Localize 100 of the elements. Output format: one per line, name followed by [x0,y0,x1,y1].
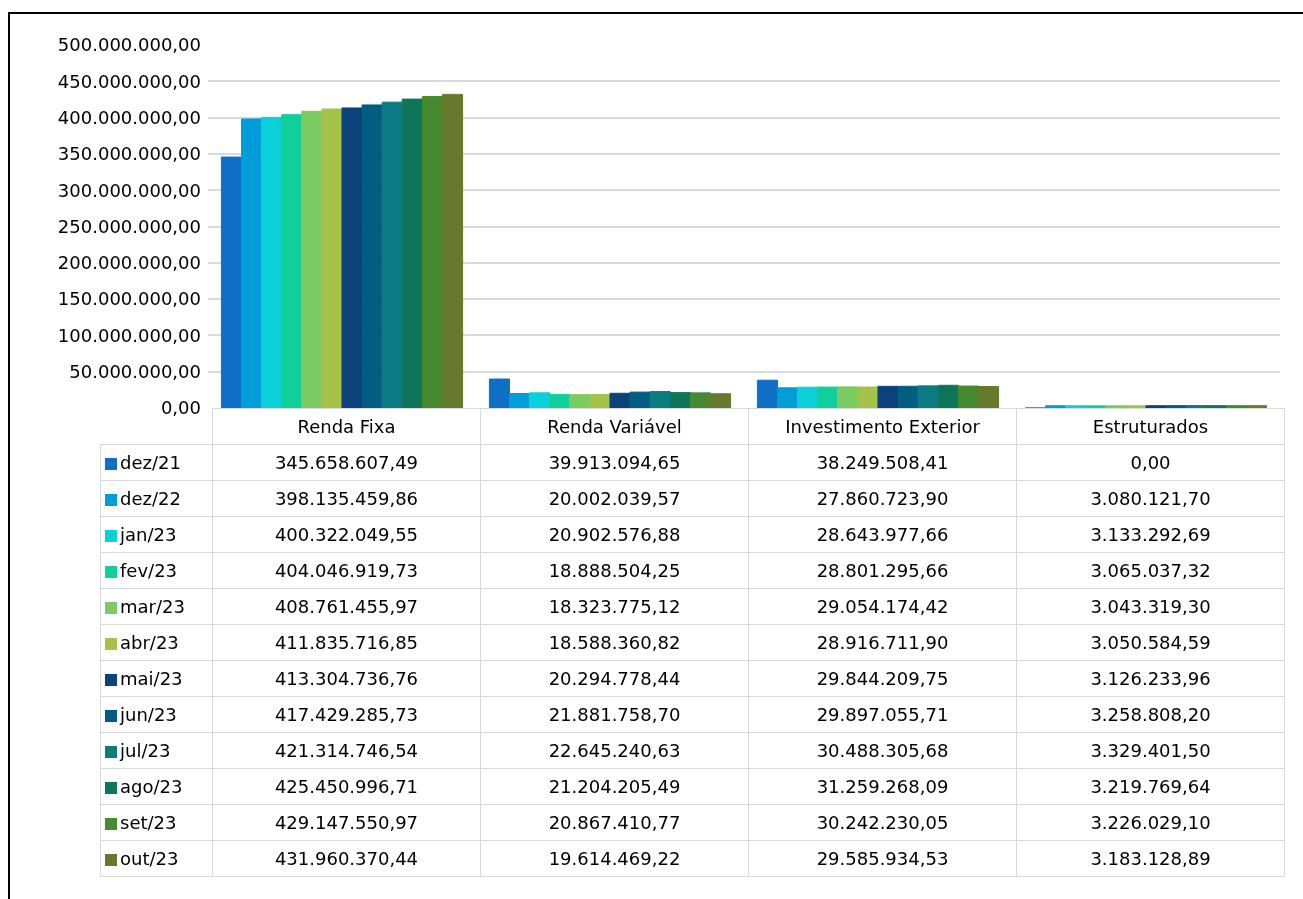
x-tick-label: Estruturados [1016,408,1285,445]
data-label: 3.080.121,70 [1016,480,1285,517]
data-label: 29.897.055,71 [748,696,1017,733]
bar [549,393,571,408]
legend-label: jul/23 [120,740,171,761]
data-label: 27.860.723,90 [748,480,1017,517]
bar [837,386,859,408]
bar [649,391,671,408]
data-label: 417.429.285,73 [212,696,481,733]
bar [509,392,531,408]
bar [442,93,464,408]
bar [1085,405,1107,408]
data-label: 3.219.769,64 [1016,768,1285,805]
legend-label: out/23 [120,848,179,869]
bar [609,392,631,408]
data-label: 429.147.550,97 [212,804,481,841]
y-tick-label: 0,00 [160,397,201,419]
bar [529,392,551,408]
data-label: 3.065.037,32 [1016,552,1285,589]
data-label: 21.881.758,70 [480,696,749,733]
data-label: 18.323.775,12 [480,588,749,625]
data-label: 3.043.319,30 [1016,588,1285,625]
bar [381,101,403,408]
bar [361,104,383,408]
data-label: 39.913.094,65 [480,444,749,481]
legend-label: set/23 [120,812,177,833]
bar [877,385,899,408]
data-label: 404.046.919,73 [212,552,481,589]
bar [1145,405,1167,408]
legend-label: abr/23 [120,632,179,653]
data-label: 3.329.401,50 [1016,732,1285,769]
data-label: 30.488.305,68 [748,732,1017,769]
data-label: 20.002.039,57 [480,480,749,517]
bar [1045,405,1067,408]
bar [281,114,303,408]
data-label: 3.126.233,96 [1016,660,1285,697]
data-label: 425.450.996,71 [212,768,481,805]
data-label: 421.314.746,54 [212,732,481,769]
data-label: 3.133.292,69 [1016,516,1285,553]
y-tick-label: 250.000.000,00 [57,215,201,237]
y-tick-label: 400.000.000,00 [57,106,201,128]
data-label: 3.258.808,20 [1016,696,1285,733]
legend-label: mar/23 [120,596,185,617]
legend-label: mai/23 [120,668,183,689]
x-tick-label: Renda Variável [480,408,749,445]
legend-label: jun/23 [120,704,177,725]
data-label: 21.204.205,49 [480,768,749,805]
data-label: 29.585.934,53 [748,840,1017,877]
data-label: 30.242.230,05 [748,804,1017,841]
data-label: 20.867.410,77 [480,804,749,841]
data-label: 28.801.295,66 [748,552,1017,589]
data-label: 29.844.209,75 [748,660,1017,697]
data-label: 3.050.584,59 [1016,624,1285,661]
data-label: 18.588.360,82 [480,624,749,661]
bar [1165,405,1187,408]
data-label: 20.294.778,44 [480,660,749,697]
x-tick-label: Renda Fixa [212,408,481,445]
bar [261,116,283,408]
bar [220,156,242,408]
data-label: 29.054.174,42 [748,588,1017,625]
data-label: 38.249.508,41 [748,444,1017,481]
bar [1125,405,1147,408]
legend-label: fev/23 [120,560,178,581]
legend-label: jan/23 [120,524,177,545]
data-label: 3.226.029,10 [1016,804,1285,841]
bar [421,95,443,408]
y-tick-label: 150.000.000,00 [57,288,201,310]
data-label: 398.135.459,86 [212,480,481,517]
x-tick-label: Investimento Exterior [748,408,1017,445]
data-label: 31.259.268,09 [748,768,1017,805]
y-tick-label: 350.000.000,00 [57,143,201,165]
data-label: 18.888.504,25 [480,552,749,589]
bar [897,385,919,408]
bar [710,393,732,408]
bar [241,118,263,408]
y-tick-label: 500.000.000,00 [57,34,201,56]
bar [1225,405,1247,408]
data-label: 22.645.240,63 [480,732,749,769]
y-tick-label: 50.000.000,00 [69,361,201,382]
y-tick-label: 100.000.000,00 [57,324,201,346]
legend-label: dez/21 [120,452,181,473]
legend-label: dez/22 [120,488,181,509]
data-label: 0,00 [1016,444,1285,481]
bar [817,386,839,408]
data-label: 431.960.370,44 [212,840,481,877]
bar [756,379,778,408]
bar [978,386,1000,408]
data-label: 28.916.711,90 [748,624,1017,661]
bar [341,107,363,408]
bar [589,394,611,408]
legend-label: ago/23 [120,776,183,797]
bar [1205,405,1227,408]
bar [1065,405,1087,408]
data-label: 20.902.576,88 [480,516,749,553]
data-label: 411.835.716,85 [212,624,481,661]
data-label: 3.183.128,89 [1016,840,1285,877]
data-label: 345.658.607,49 [212,444,481,481]
bar [1246,405,1268,408]
data-label: 408.761.455,97 [212,588,481,625]
bar [669,392,691,408]
